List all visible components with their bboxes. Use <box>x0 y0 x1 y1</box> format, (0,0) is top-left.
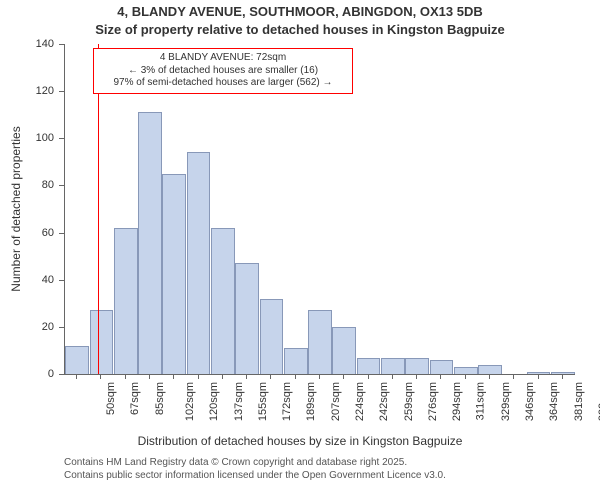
x-tick-label: 346sqm <box>524 382 536 421</box>
x-tick-label: 276sqm <box>427 382 439 421</box>
x-tick-label: 67sqm <box>129 382 141 415</box>
x-tick-label: 294sqm <box>451 382 463 421</box>
y-tick-mark <box>59 91 64 92</box>
plot-area: 4 BLANDY AVENUE: 72sqm← 3% of detached h… <box>64 44 575 375</box>
footer-line1: Contains HM Land Registry data © Crown c… <box>64 456 446 469</box>
x-tick-label: 381sqm <box>573 382 585 421</box>
histogram-bar <box>332 327 356 374</box>
y-tick-label: 140 <box>0 38 54 50</box>
x-tick-mark <box>198 374 199 379</box>
chart-container: 4, BLANDY AVENUE, SOUTHMOOR, ABINGDON, O… <box>0 0 600 500</box>
histogram-bar <box>454 367 478 374</box>
chart-title-line1: 4, BLANDY AVENUE, SOUTHMOOR, ABINGDON, O… <box>0 4 600 19</box>
x-tick-label: 137sqm <box>233 382 245 421</box>
x-tick-mark <box>513 374 514 379</box>
histogram-bar <box>357 358 381 375</box>
x-tick-label: 102sqm <box>184 382 196 421</box>
x-tick-mark <box>246 374 247 379</box>
y-tick-mark <box>59 374 64 375</box>
x-axis-label: Distribution of detached houses by size … <box>0 434 600 448</box>
x-tick-mark <box>416 374 417 379</box>
y-tick-label: 100 <box>0 132 54 144</box>
y-tick-mark <box>59 280 64 281</box>
chart-title-line2: Size of property relative to detached ho… <box>0 22 600 37</box>
y-tick-label: 20 <box>0 321 54 333</box>
x-tick-mark <box>319 374 320 379</box>
x-tick-label: 120sqm <box>208 382 220 421</box>
x-tick-label: 155sqm <box>257 382 269 421</box>
histogram-bar <box>211 228 235 374</box>
annotation-box: 4 BLANDY AVENUE: 72sqm← 3% of detached h… <box>93 48 353 94</box>
x-tick-mark <box>100 374 101 379</box>
histogram-bar <box>187 152 211 374</box>
x-tick-label: 329sqm <box>500 382 512 421</box>
histogram-bar <box>235 263 259 374</box>
histogram-bar <box>114 228 138 374</box>
y-tick-label: 120 <box>0 85 54 97</box>
x-tick-mark <box>270 374 271 379</box>
histogram-bar <box>162 174 186 374</box>
x-tick-mark <box>343 374 344 379</box>
histogram-bar <box>90 310 114 374</box>
histogram-bar <box>430 360 454 374</box>
x-tick-label: 85sqm <box>154 382 166 415</box>
footer-line2: Contains public sector information licen… <box>64 469 446 482</box>
x-tick-mark <box>76 374 77 379</box>
x-tick-label: 207sqm <box>330 382 342 421</box>
annotation-line: 97% of semi-detached houses are larger (… <box>100 77 346 90</box>
histogram-bar <box>381 358 405 375</box>
x-tick-label: 189sqm <box>306 382 318 421</box>
x-tick-mark <box>295 374 296 379</box>
x-tick-mark <box>489 374 490 379</box>
histogram-bar <box>478 365 502 374</box>
x-tick-mark <box>465 374 466 379</box>
histogram-bar <box>138 112 162 374</box>
histogram-bar <box>405 358 429 375</box>
x-tick-label: 50sqm <box>105 382 117 415</box>
x-tick-mark <box>538 374 539 379</box>
histogram-bar <box>308 310 332 374</box>
histogram-bar <box>284 348 308 374</box>
footer-text: Contains HM Land Registry data © Crown c… <box>64 456 446 482</box>
y-tick-label: 0 <box>0 368 54 380</box>
x-tick-label: 311sqm <box>475 382 487 420</box>
x-tick-mark <box>368 374 369 379</box>
y-tick-mark <box>59 233 64 234</box>
y-axis-label: Number of detached properties <box>9 126 23 291</box>
y-tick-label: 60 <box>0 227 54 239</box>
y-tick-mark <box>59 327 64 328</box>
x-tick-label: 172sqm <box>281 382 293 421</box>
x-tick-mark <box>149 374 150 379</box>
x-tick-mark <box>440 374 441 379</box>
reference-line <box>98 44 99 374</box>
x-tick-label: 364sqm <box>548 382 560 421</box>
histogram-bar <box>260 299 284 374</box>
x-tick-label: 242sqm <box>378 382 390 421</box>
x-tick-mark <box>392 374 393 379</box>
y-tick-label: 40 <box>0 274 54 286</box>
x-tick-mark <box>173 374 174 379</box>
y-tick-mark <box>59 185 64 186</box>
x-tick-mark <box>562 374 563 379</box>
x-tick-label: 224sqm <box>354 382 366 421</box>
x-tick-label: 259sqm <box>403 382 415 421</box>
histogram-bar <box>65 346 89 374</box>
y-tick-mark <box>59 138 64 139</box>
annotation-line: ← 3% of detached houses are smaller (16) <box>100 65 346 78</box>
annotation-line: 4 BLANDY AVENUE: 72sqm <box>100 52 346 65</box>
x-tick-mark <box>125 374 126 379</box>
y-tick-label: 80 <box>0 179 54 191</box>
histogram-bar <box>551 372 575 374</box>
x-tick-mark <box>222 374 223 379</box>
y-tick-mark <box>59 44 64 45</box>
